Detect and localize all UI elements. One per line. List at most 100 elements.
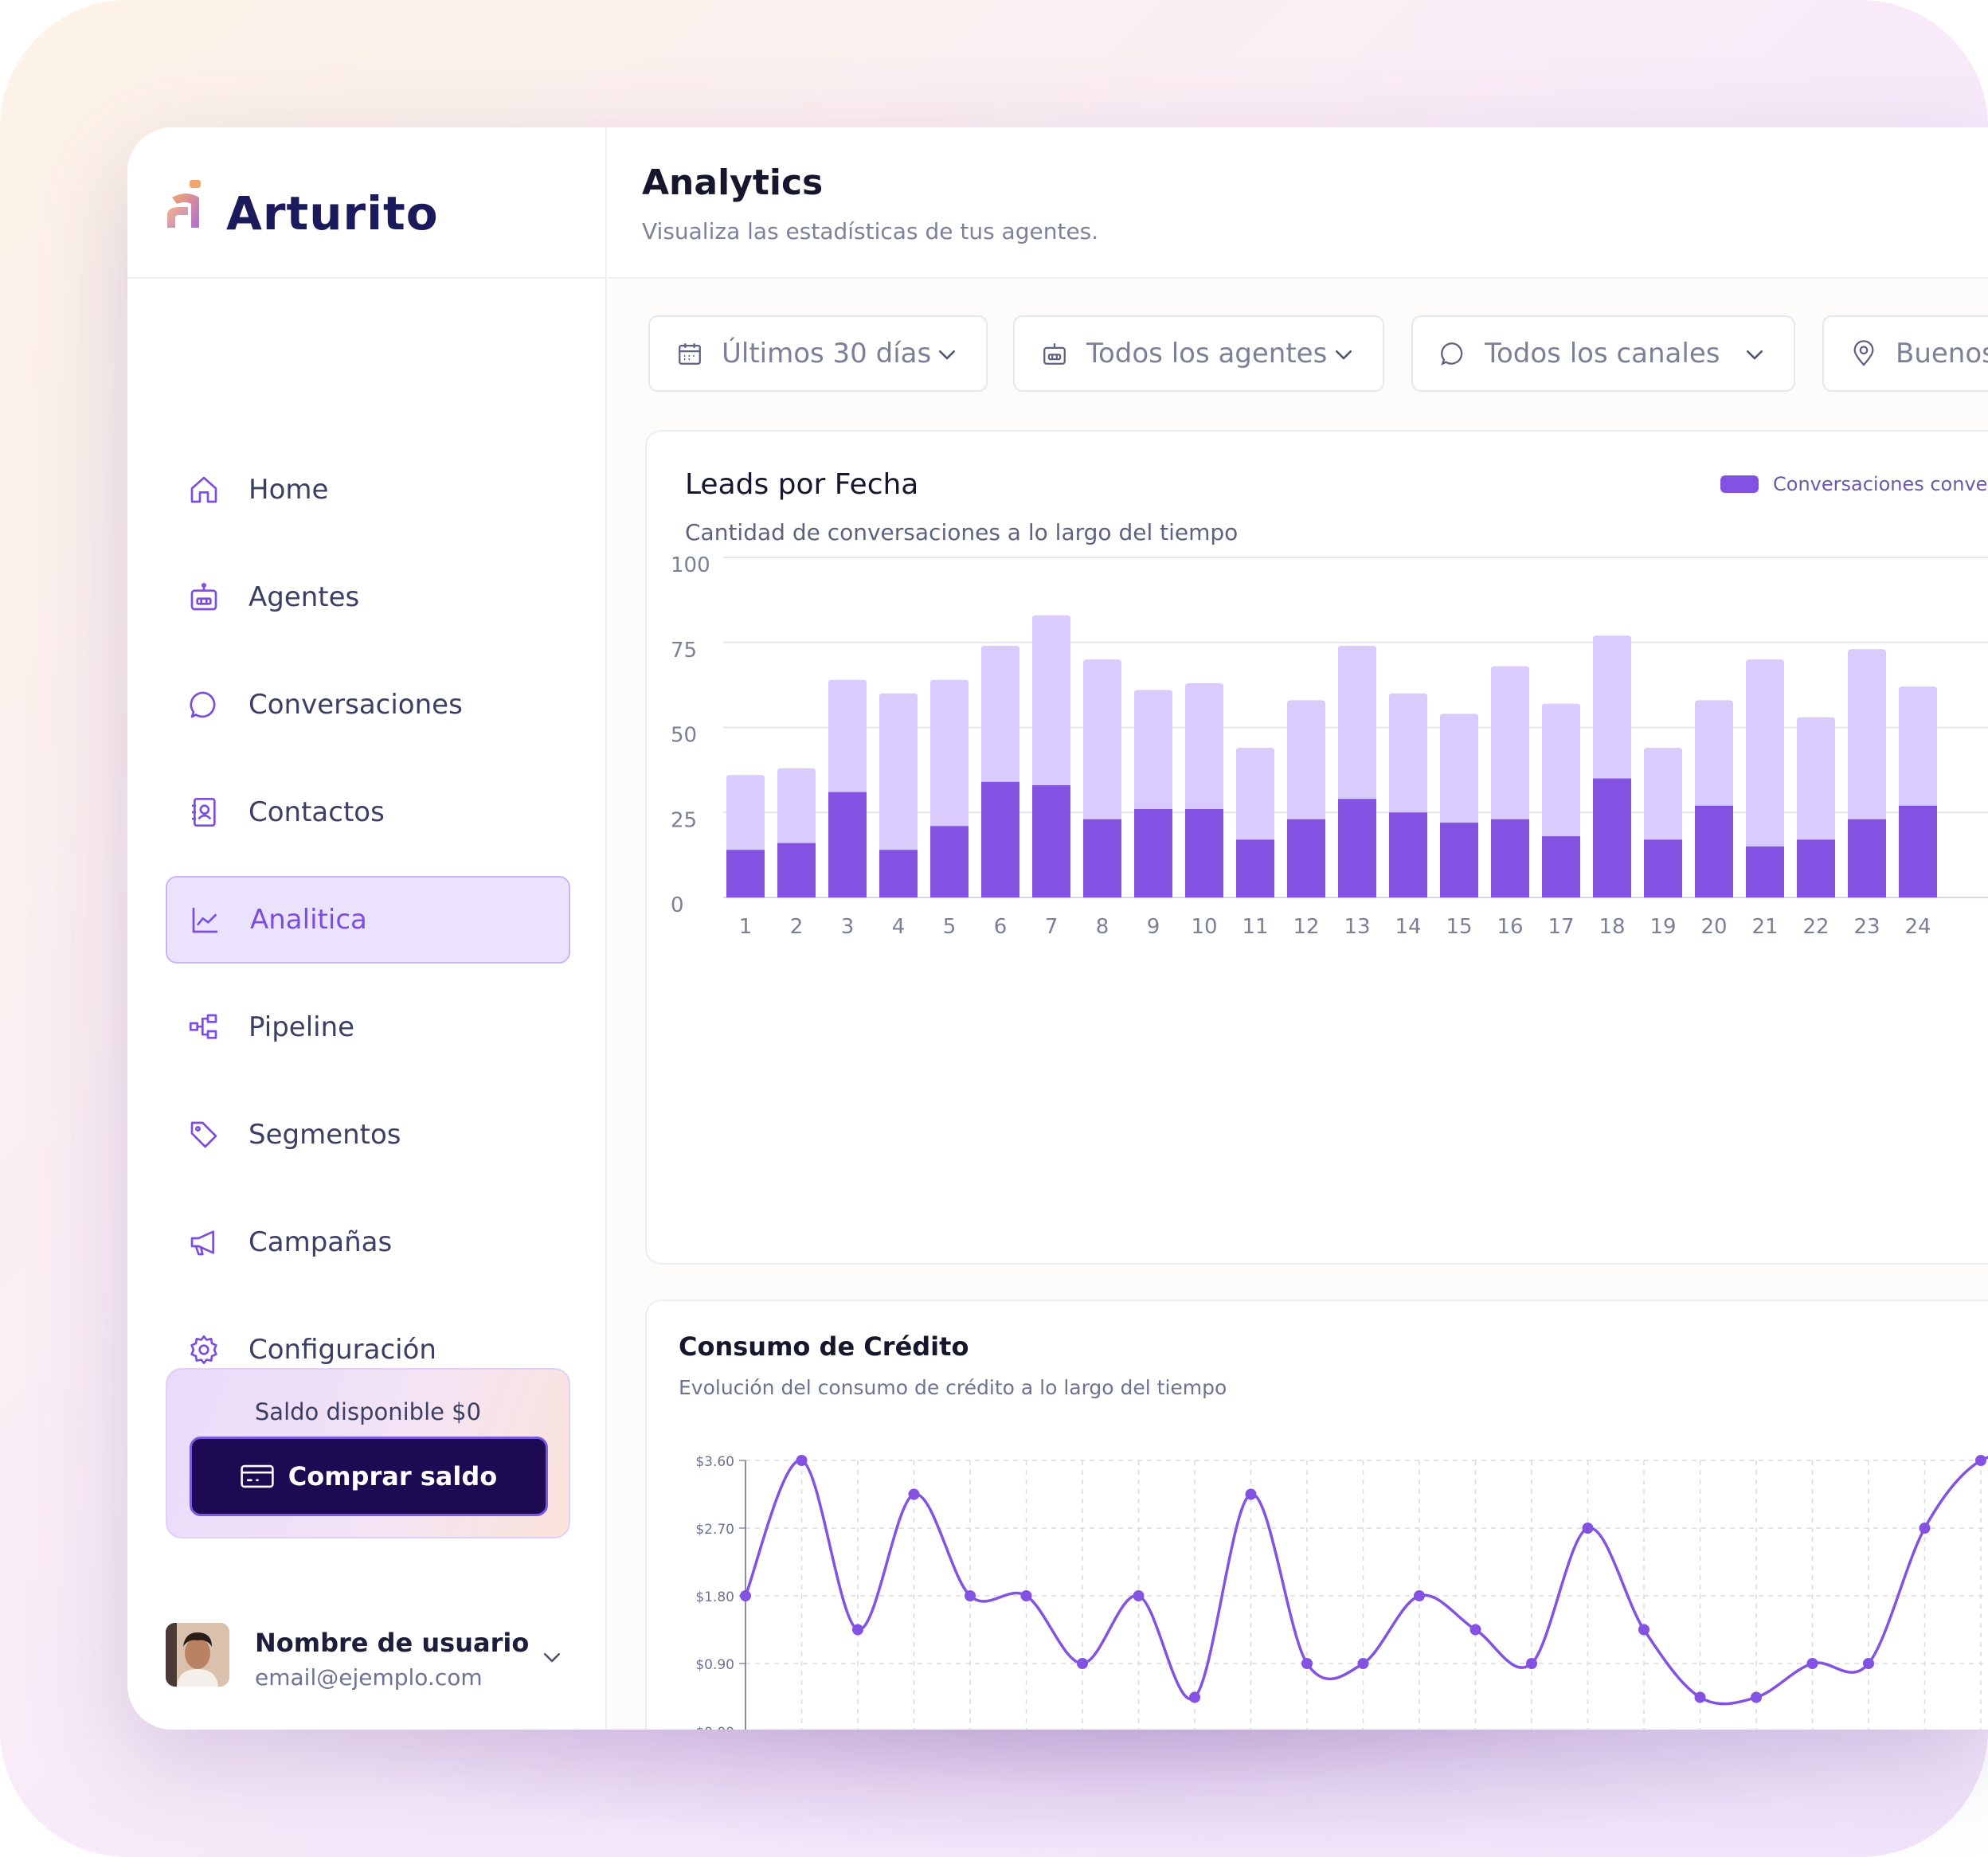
sidebar-item-pipeline[interactable]: Pipeline [166,983,570,1071]
x-tick-label: 10 [1191,915,1217,939]
bar-segment-light [930,679,969,827]
y-tick-label: 25 [671,808,697,832]
data-point [1582,1523,1594,1534]
x-tick-label: 12 [1293,915,1319,939]
sidebar-item-analitica[interactable]: Analitica [166,876,570,964]
bar-segment-dark [1542,836,1580,897]
date-range-filter[interactable]: Últimos 30 días [648,315,988,392]
x-tick-label: 17 [1548,915,1574,939]
channels-filter[interactable]: Todos los canales [1411,315,1795,392]
flow-icon [186,1010,221,1045]
x-tick-label: 20 [1700,915,1727,939]
bar-segment-dark [1848,819,1886,897]
x-tick-label: 19 [1649,915,1676,939]
filter-label: Todos los canales [1485,338,1720,369]
agents-filter[interactable]: Todos los agentes [1013,315,1384,392]
bar-segment-dark [1083,819,1121,897]
bar-segment-light [1287,700,1325,819]
x-tick-label: 15 [1446,915,1472,939]
x-tick-label: 6 [994,915,1008,939]
sidebar-item-segmentos[interactable]: Segmentos [166,1091,570,1179]
location-filter[interactable]: Buenos A [1822,315,1988,392]
bar-segment-dark [1287,819,1325,897]
data-point [1469,1624,1481,1636]
chevron-down-icon[interactable] [540,1645,564,1669]
user-name: Nombre de usuario [255,1628,530,1658]
bar-segment-dark [828,792,867,897]
sidebar-item-agentes[interactable]: Agentes [166,553,570,641]
data-point [1189,1691,1200,1703]
x-tick-label: 4 [892,915,906,939]
avatar [166,1623,229,1687]
filter-label: Últimos 30 días [722,338,932,369]
data-point [1357,1658,1369,1669]
sidebar-item-label: Segmentos [248,1119,401,1151]
x-tick-label: 11 [1242,915,1268,939]
sidebar-item-conversaciones[interactable]: Conversaciones [166,661,570,749]
sidebar-item-home[interactable]: Home [166,446,570,534]
bar-segment-light [1899,686,1937,806]
bar-segment-light [1848,649,1886,819]
x-tick-label: 24 [1904,915,1931,939]
leads-card-subtitle: Cantidad de conversaciones a lo largo de… [685,519,1239,545]
y-tick-label: $0.00 [695,1725,734,1730]
sidebar-item-label: Pipeline [248,1011,355,1043]
bar-segment-light [1338,646,1376,799]
chart-legend: Conversaciones convert [1720,473,1988,495]
buy-credit-button[interactable]: Comprar saldo [190,1437,548,1516]
home-icon [186,472,221,507]
credit-chart-card: Consumo de Crédito Evolución del consumo… [645,1300,1988,1730]
balance-card: Saldo disponible $0 Comprar saldo [166,1368,570,1538]
bar-segment-light [1542,703,1580,837]
data-point [1245,1488,1257,1500]
sidebar-item-contactos[interactable]: Contactos [166,768,570,856]
bar-segment-dark [1032,785,1070,897]
bar-segment-dark [1389,812,1427,897]
x-tick-label: 2 [790,915,804,939]
filter-label: Todos los agentes [1086,338,1328,369]
bar-segment-dark [1899,805,1937,897]
bar-segment-light [1032,615,1070,786]
legend-label: Conversaciones convert [1773,473,1988,495]
bar-segment-dark [1644,839,1682,897]
data-point [1638,1624,1649,1636]
buy-credit-label: Comprar saldo [288,1461,498,1491]
x-tick-label: 3 [841,915,855,939]
sidebar-item-configuracion[interactable]: Configuración [166,1306,570,1394]
bar-segment-light [1083,659,1121,819]
sidebar-item-label: Campañas [248,1226,393,1258]
robot-icon [186,580,221,615]
bar-segment-light [879,693,918,850]
line-chart-icon [188,902,223,937]
bar-segment-light [1389,693,1427,813]
chat-bubble-icon [1438,339,1467,368]
x-tick-label: 13 [1344,915,1370,939]
data-point [796,1455,808,1466]
tag-icon [186,1117,221,1152]
user-menu[interactable]: Nombre de usuario email@ejemplo.com [166,1613,570,1693]
sidebar-item-label: Analitica [250,904,367,936]
data-point [852,1624,863,1636]
bar-segment-light [1185,682,1223,809]
gear-icon [186,1332,221,1367]
bar-segment-light [726,775,765,850]
series-line [744,1456,1988,1706]
x-tick-label: 22 [1802,915,1829,939]
chat-bubble-icon [186,687,221,722]
bar-segment-light [1491,666,1529,819]
bar-segment-dark [1593,778,1631,897]
filter-label: Buenos A [1896,338,1988,369]
chevron-down-icon [939,350,955,360]
page-subtitle: Visualiza las estadísticas de tus agente… [642,218,1099,244]
bar-segment-dark [1746,846,1784,897]
bar-segment-light [777,768,816,843]
data-point [1133,1590,1145,1601]
bar-segment-dark [1491,819,1529,897]
x-tick-label: 1 [739,915,753,939]
x-tick-label: 5 [943,915,957,939]
sidebar-item-campanas[interactable]: Campañas [166,1198,570,1286]
user-email: email@ejemplo.com [255,1664,483,1691]
legend-swatch [1720,475,1759,493]
data-point [1975,1455,1986,1466]
y-tick-label: 50 [671,724,697,748]
